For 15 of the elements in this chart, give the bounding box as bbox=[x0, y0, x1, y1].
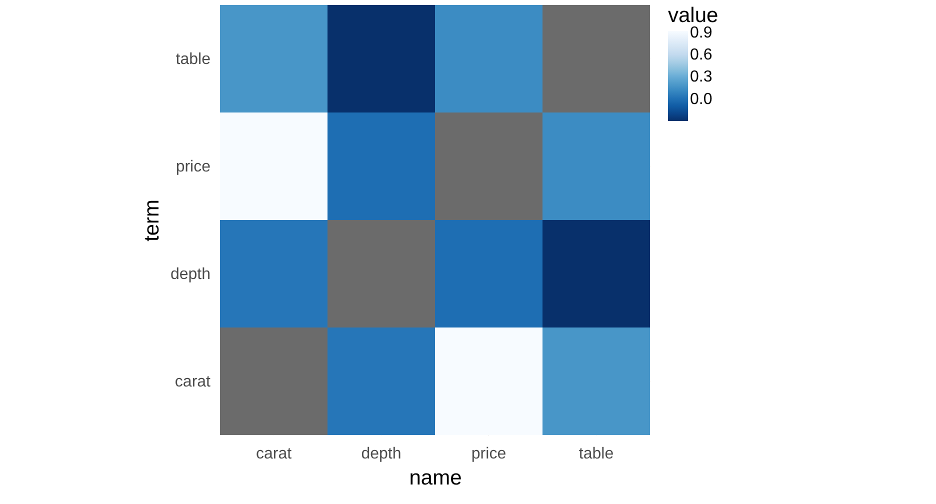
y-tick-label: carat bbox=[174, 373, 212, 390]
y-tick-label: depth bbox=[170, 266, 210, 283]
x-tick-label: depth bbox=[361, 446, 402, 462]
y-tick-label: table bbox=[176, 50, 211, 68]
x-axis-title: name bbox=[409, 466, 462, 490]
color-bar-label: 0.9 bbox=[690, 24, 712, 42]
color-bar-label: 0.3 bbox=[690, 68, 712, 86]
color-bar-label: 0.0 bbox=[690, 90, 712, 108]
y-tick-label: price bbox=[176, 158, 211, 176]
x-tick-label: table bbox=[578, 446, 614, 462]
legend-title: value bbox=[668, 4, 718, 27]
x-tick-label: carat bbox=[256, 446, 292, 462]
x-tick-label: price bbox=[471, 446, 506, 462]
y-axis-title: term bbox=[140, 200, 164, 242]
color-bar-label: 0.6 bbox=[690, 46, 712, 64]
